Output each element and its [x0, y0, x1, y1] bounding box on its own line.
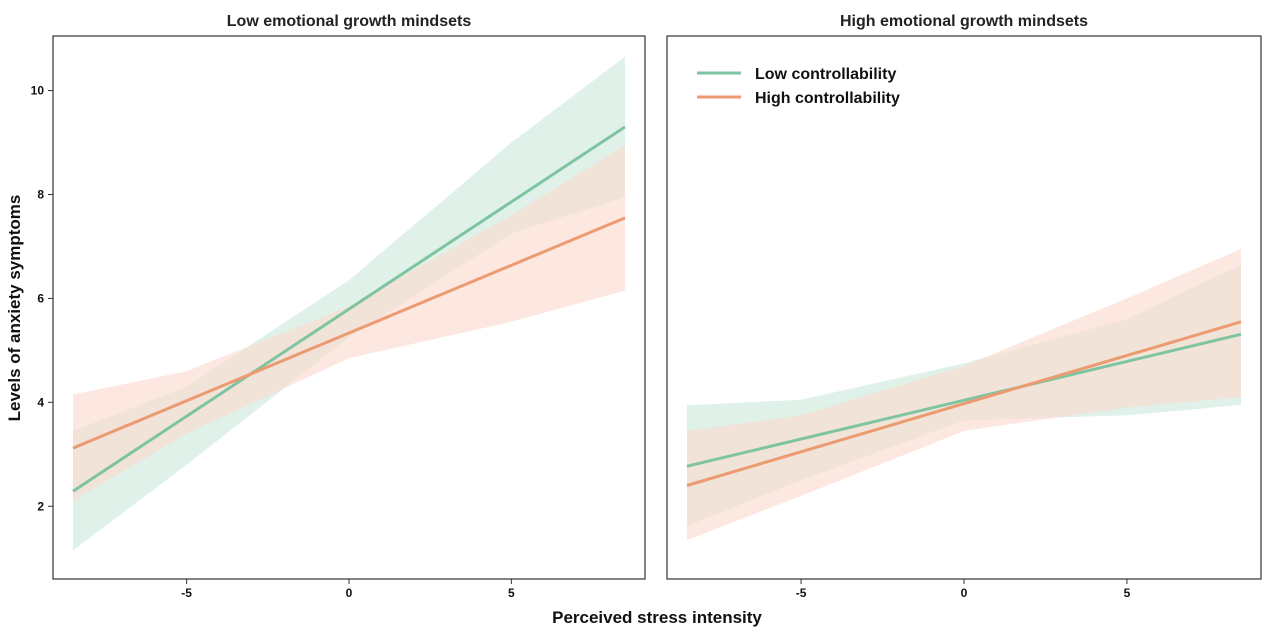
- x-axis-high-mindsets: -5 0 5: [796, 579, 1131, 600]
- y-tick-label: 4: [37, 395, 44, 409]
- fit-line-low-controllability: [686, 332, 1242, 468]
- panel-low-mindsets: Low emotional growth mindsets 2 4 6 8 10 -5 0…: [31, 13, 646, 600]
- fit-lines-low-mindsets: [72, 125, 626, 493]
- panel-high-mindsets: High emotional growth mindsets -5 0 5: [666, 13, 1262, 600]
- legend-label-high-controllability: High controllability: [755, 90, 900, 107]
- y-axis: 2 4 6 8 10: [31, 84, 53, 513]
- ci-band-high-controllability: [73, 145, 625, 502]
- x-tick-label: 0: [961, 586, 968, 600]
- fit-line-low-controllability: [72, 125, 626, 493]
- x-tick-label: -5: [181, 586, 192, 600]
- fit-lines-high-mindsets: [686, 320, 1242, 487]
- x-tick-label: 5: [508, 586, 515, 600]
- ci-band-low-controllability: [73, 56, 625, 551]
- y-tick-label: 10: [31, 84, 45, 98]
- panel-title-low-mindsets: Low emotional growth mindsets: [227, 13, 472, 30]
- legend: Low controllability High controllability: [697, 66, 900, 107]
- ci-bands-low-mindsets: [73, 56, 625, 551]
- legend-label-low-controllability: Low controllability: [755, 66, 896, 83]
- panel-title-high-mindsets: High emotional growth mindsets: [840, 13, 1088, 30]
- x-axis-low-mindsets: -5 0 5: [181, 579, 515, 600]
- y-tick-label: 2: [37, 499, 44, 513]
- y-tick-label: 8: [37, 187, 44, 201]
- x-tick-label: 5: [1124, 586, 1131, 600]
- fit-line-high-controllability: [72, 216, 626, 450]
- x-tick-label: -5: [796, 586, 807, 600]
- y-axis-title: Levels of anxiety symptoms: [5, 195, 24, 422]
- y-tick-label: 6: [37, 291, 44, 305]
- ci-band-high-controllability: [687, 249, 1241, 540]
- x-tick-label: 0: [346, 586, 353, 600]
- x-axis-title: Perceived stress intensity: [552, 608, 762, 627]
- fit-line-high-controllability: [686, 320, 1242, 487]
- ci-bands-high-mindsets: [687, 249, 1241, 540]
